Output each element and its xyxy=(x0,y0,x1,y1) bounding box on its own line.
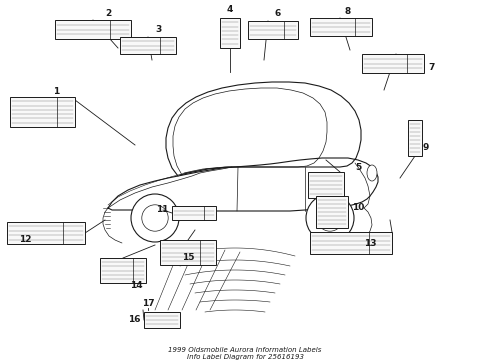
Text: 17: 17 xyxy=(142,300,154,309)
Text: 13: 13 xyxy=(364,239,376,248)
Circle shape xyxy=(317,205,343,231)
Bar xyxy=(100,258,146,283)
Text: 11: 11 xyxy=(156,206,168,215)
Bar xyxy=(310,232,392,254)
Text: Info Label Diagram for 25616193: Info Label Diagram for 25616193 xyxy=(187,354,303,360)
Bar xyxy=(408,120,422,156)
Text: 6: 6 xyxy=(275,9,281,18)
Text: 1: 1 xyxy=(53,87,59,96)
Text: 9: 9 xyxy=(423,144,429,153)
Text: 2: 2 xyxy=(105,9,111,18)
Bar xyxy=(220,18,240,48)
Ellipse shape xyxy=(367,165,377,181)
Text: 16: 16 xyxy=(128,315,140,324)
Bar xyxy=(248,21,298,39)
Bar xyxy=(316,196,348,228)
Bar xyxy=(10,97,75,127)
Text: 12: 12 xyxy=(19,235,31,244)
Bar xyxy=(172,206,216,220)
Bar xyxy=(7,222,85,244)
Bar xyxy=(308,172,344,198)
Circle shape xyxy=(131,194,179,242)
Text: 15: 15 xyxy=(182,253,194,262)
Text: 3: 3 xyxy=(155,26,161,35)
Text: 7: 7 xyxy=(429,63,435,72)
Bar xyxy=(144,312,180,328)
Circle shape xyxy=(306,194,354,242)
Bar xyxy=(362,54,424,73)
Bar xyxy=(160,240,216,265)
Text: 1999 Oldsmobile Aurora Information Labels: 1999 Oldsmobile Aurora Information Label… xyxy=(168,347,322,353)
Bar xyxy=(310,18,372,36)
Circle shape xyxy=(142,205,168,231)
Text: 5: 5 xyxy=(355,162,361,171)
Text: 14: 14 xyxy=(130,282,142,291)
Text: 8: 8 xyxy=(345,6,351,15)
Text: 10: 10 xyxy=(352,203,364,212)
Bar xyxy=(55,20,131,39)
Text: 4: 4 xyxy=(227,4,233,13)
Bar xyxy=(120,37,176,54)
